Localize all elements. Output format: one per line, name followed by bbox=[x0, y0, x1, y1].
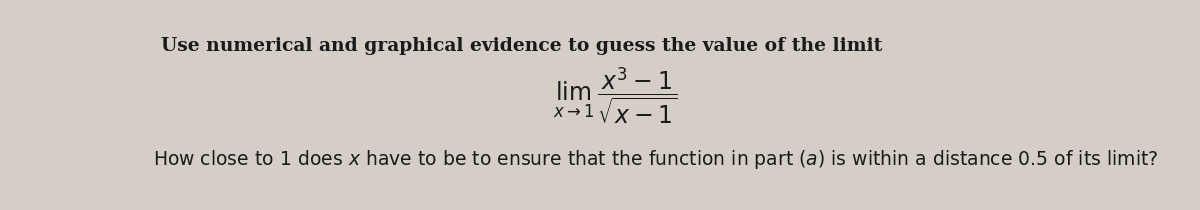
Text: $\underset{x \to 1}{\lim} \, \dfrac{x^3 - 1}{\sqrt{x - 1}}$: $\underset{x \to 1}{\lim} \, \dfrac{x^3 … bbox=[553, 66, 677, 127]
Text: $\mathrm{How\ close\ to\ }1\mathrm{\ does\ }x\mathrm{\ have\ to\ be\ to\ ensure\: $\mathrm{How\ close\ to\ }1\mathrm{\ doe… bbox=[152, 148, 1158, 171]
Text: Use numerical and graphical evidence to guess the value of the limit: Use numerical and graphical evidence to … bbox=[161, 37, 882, 55]
